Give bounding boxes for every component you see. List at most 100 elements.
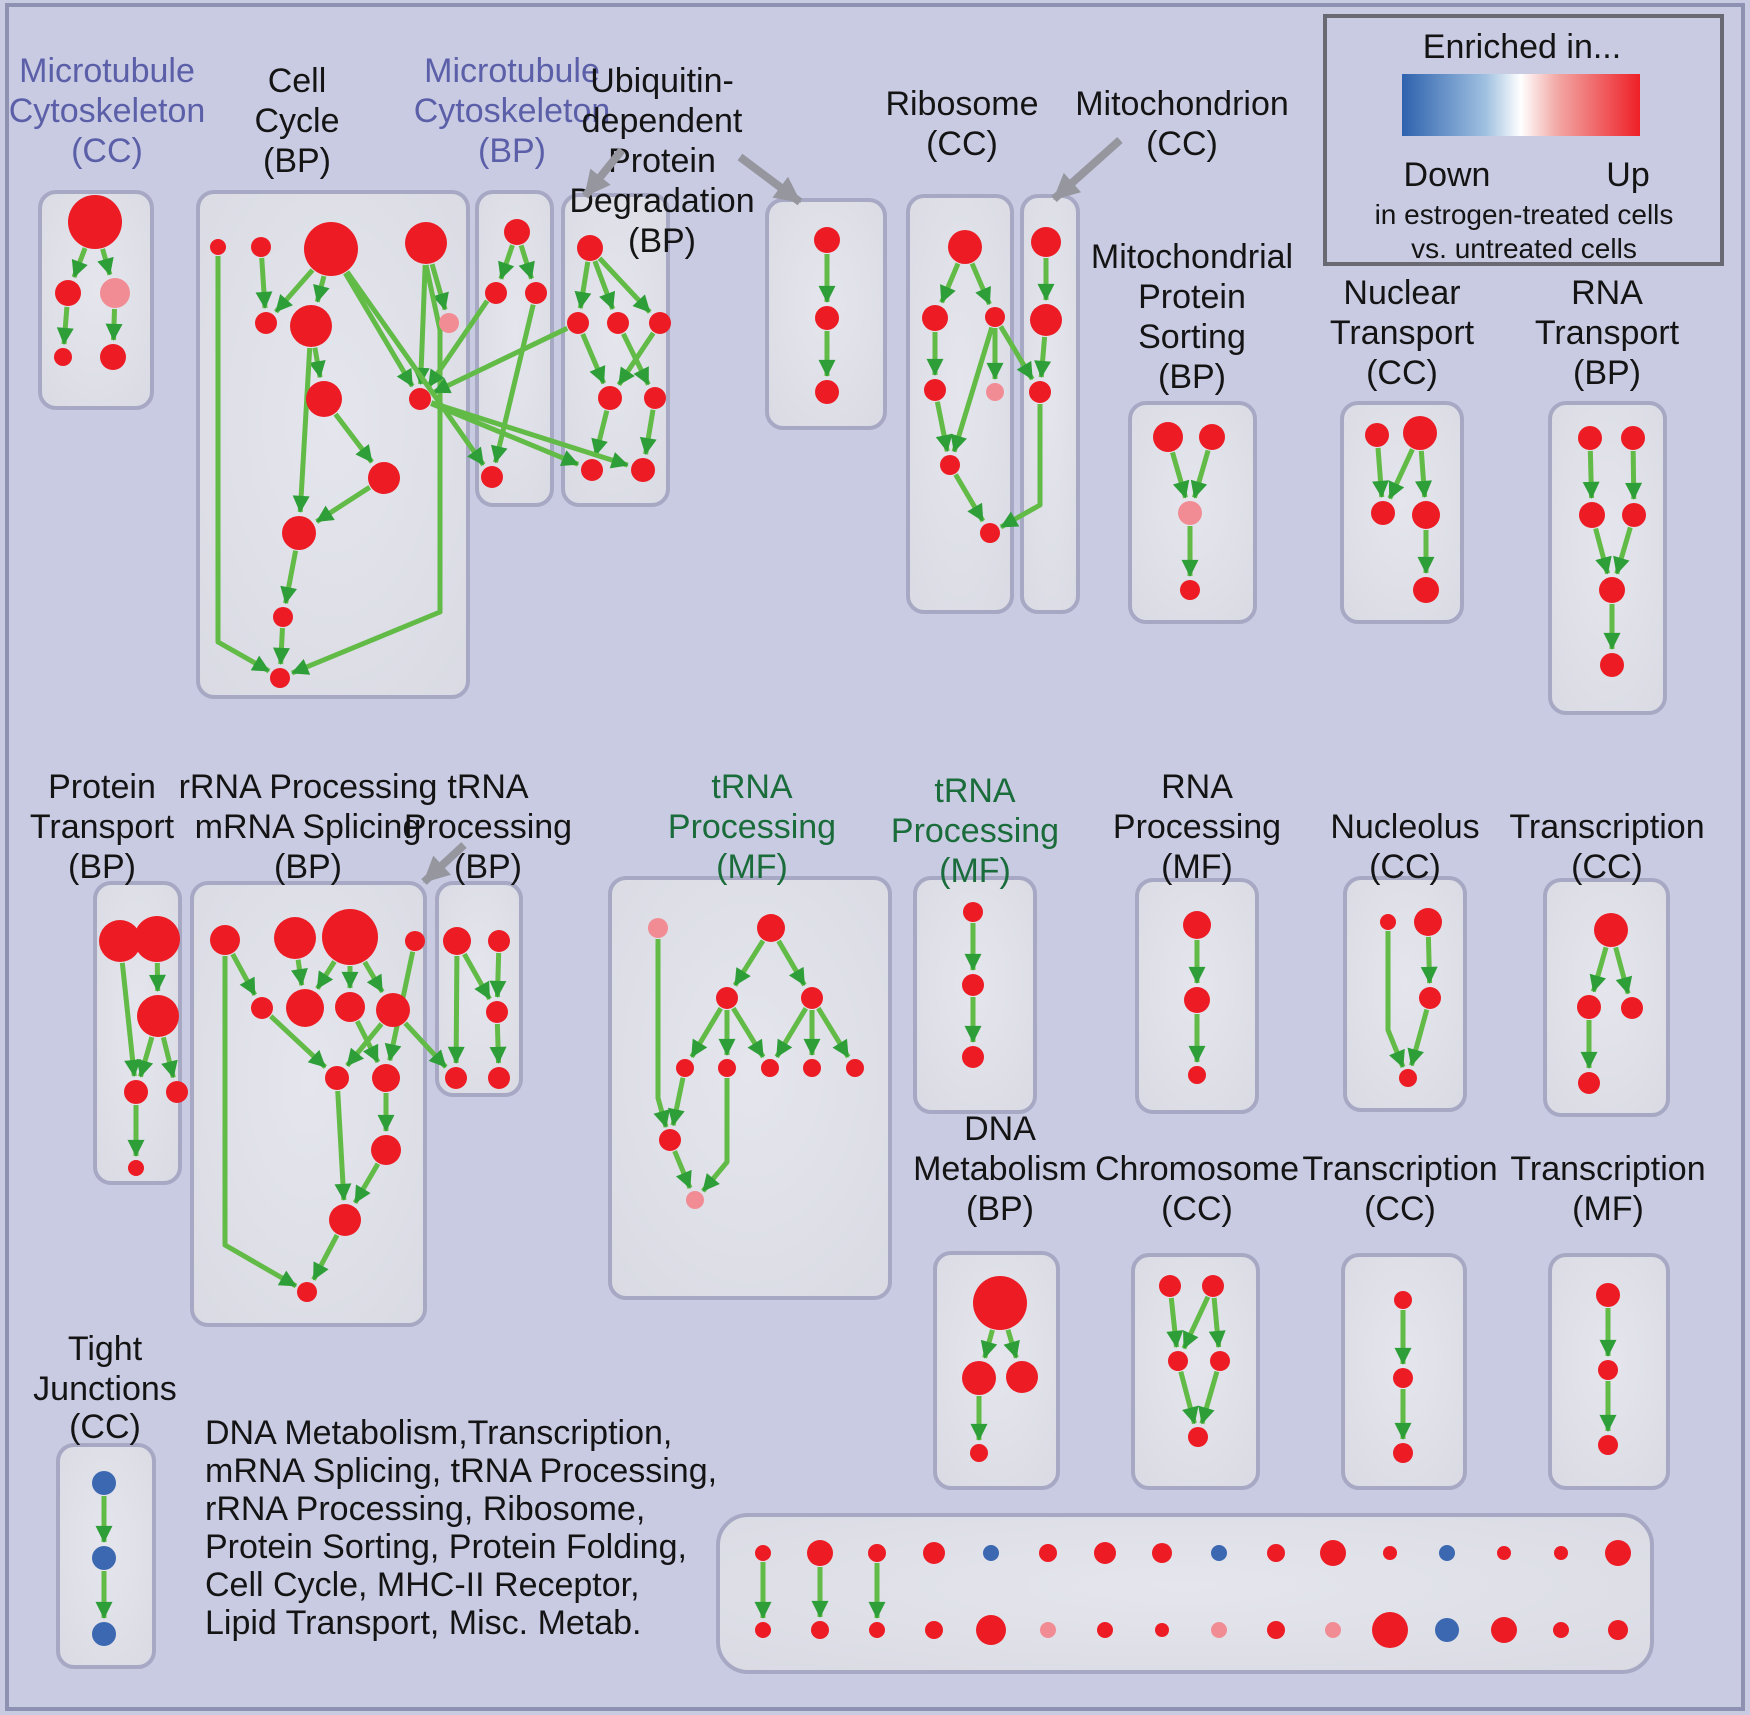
legend-gradient-bar: [1402, 74, 1640, 136]
label-pointer-arrow: [1051, 137, 1123, 202]
gene-node: [210, 925, 240, 955]
edge-arrow: [119, 962, 142, 1077]
misc-cluster-caption: Protein Sorting, Protein Folding,: [205, 1528, 687, 1566]
cluster-transcription-mf: Transcription(MF): [1510, 1150, 1706, 1490]
edge-arrow: [689, 1007, 723, 1059]
cluster-label: (BP): [68, 848, 136, 886]
edge-arrow: [732, 939, 766, 987]
edge-arrow: [1407, 1008, 1430, 1067]
gene-node: [948, 230, 982, 264]
gene-node: [405, 222, 447, 264]
gene-node: [371, 1135, 401, 1165]
gene-node: [925, 1621, 943, 1639]
misc-cluster-caption: mRNA Splicing, tRNA Processing,: [205, 1452, 717, 1490]
edge-arrow: [362, 960, 385, 994]
edge-arrow: [950, 326, 995, 453]
cluster-label: (CC): [1369, 848, 1441, 886]
gene-node: [1094, 1542, 1116, 1564]
cluster-label: Protein: [48, 768, 156, 806]
edge-arrow: [71, 247, 88, 278]
edge-arrow: [1208, 1297, 1226, 1348]
cluster-box: [561, 193, 670, 507]
gene-node: [322, 909, 378, 965]
edge-arrow: [969, 262, 992, 306]
edge-arrow: [639, 409, 657, 456]
legend: Enriched in... Down Up in estrogen-treated …: [1323, 14, 1724, 266]
gene-node: [124, 1080, 148, 1104]
gene-node: [1188, 1427, 1208, 1447]
gene-node: [1159, 1275, 1181, 1297]
edge-arrow: [308, 347, 326, 379]
gene-node: [1598, 1435, 1618, 1455]
cluster-label: Nuclear: [1343, 274, 1460, 312]
cluster-label: (BP): [966, 1190, 1034, 1228]
gene-node: [659, 1129, 681, 1151]
cluster-label: RNA: [1161, 768, 1233, 806]
edge-arrow: [816, 1006, 851, 1059]
gene-node: [577, 235, 603, 261]
gene-node: [1180, 580, 1200, 600]
gene-node: [980, 523, 1000, 543]
cluster-box: [435, 881, 523, 1097]
gene-node: [335, 992, 365, 1022]
cluster-label: Cytoskeleton: [414, 92, 611, 130]
gene-node: [251, 237, 271, 257]
cluster-chromosome-cc: Chromosome(CC): [1095, 1150, 1299, 1490]
edge-arrow: [1387, 448, 1415, 500]
gene-node: [807, 1540, 833, 1566]
gene-node: [1320, 1540, 1346, 1566]
gene-node: [92, 1546, 116, 1570]
gene-node: [1497, 1546, 1511, 1560]
edge-arrow: [315, 960, 337, 990]
gene-node: [274, 917, 316, 959]
gene-node: [376, 993, 410, 1027]
gene-node: [986, 383, 1004, 401]
edge-arrow: [274, 268, 315, 314]
gene-node: [273, 607, 293, 627]
gene-node: [1168, 1351, 1188, 1371]
gene-node: [1594, 913, 1628, 947]
cluster-label: (BP): [1573, 354, 1641, 392]
cluster-label: (BP): [454, 848, 522, 886]
cluster-label: (BP): [1158, 358, 1226, 396]
edge-arrow: [430, 401, 580, 467]
edge-arrow: [255, 257, 273, 309]
cluster-label: Mitochondrion: [1075, 85, 1289, 123]
gene-node: [55, 280, 81, 306]
edge-arrow: [999, 404, 1043, 530]
gene-node: [1365, 423, 1389, 447]
legend-text: in estrogen-treated cells: [1375, 199, 1674, 230]
gene-node: [1097, 1622, 1113, 1638]
edge-arrow: [1593, 527, 1612, 575]
gene-node: [963, 902, 983, 922]
edge-arrow: [731, 1006, 766, 1059]
gene-node: [1039, 1544, 1057, 1562]
cluster-label: (MF): [1572, 1190, 1644, 1228]
cluster-label: (CC): [1364, 1190, 1436, 1228]
misc-cluster-caption: rRNA Processing, Ribosome,: [205, 1490, 645, 1528]
cluster-label: Mitochondrial: [1091, 238, 1293, 276]
cluster-box: [608, 876, 892, 1300]
edge-arrow: [591, 410, 610, 457]
gene-node: [1621, 997, 1643, 1019]
gene-node: [868, 1544, 886, 1562]
edge-arrow: [580, 333, 607, 385]
edge-arrow: [1613, 526, 1633, 575]
gene-node: [137, 995, 179, 1037]
gene-node: [445, 1067, 467, 1089]
cluster-label: Transport: [1535, 314, 1680, 352]
cluster-label: Chromosome: [1095, 1150, 1299, 1188]
edge-arrow: [447, 955, 465, 1064]
edge-arrow: [1613, 946, 1633, 995]
edge-arrow: [668, 1077, 686, 1127]
cluster-nucleolus-cc: Nucleolus(CC): [1330, 808, 1480, 1112]
cluster-label: (CC): [71, 132, 143, 170]
cluster-label: (MF): [939, 852, 1011, 890]
gene-node: [1598, 1360, 1618, 1380]
cluster-label: rRNA Processing: [179, 768, 438, 806]
gene-node: [649, 312, 671, 334]
gene-node: [525, 282, 547, 304]
cluster-transcription-cc-middle: Transcription(CC): [1509, 808, 1705, 1117]
gene-node: [1554, 1546, 1568, 1560]
